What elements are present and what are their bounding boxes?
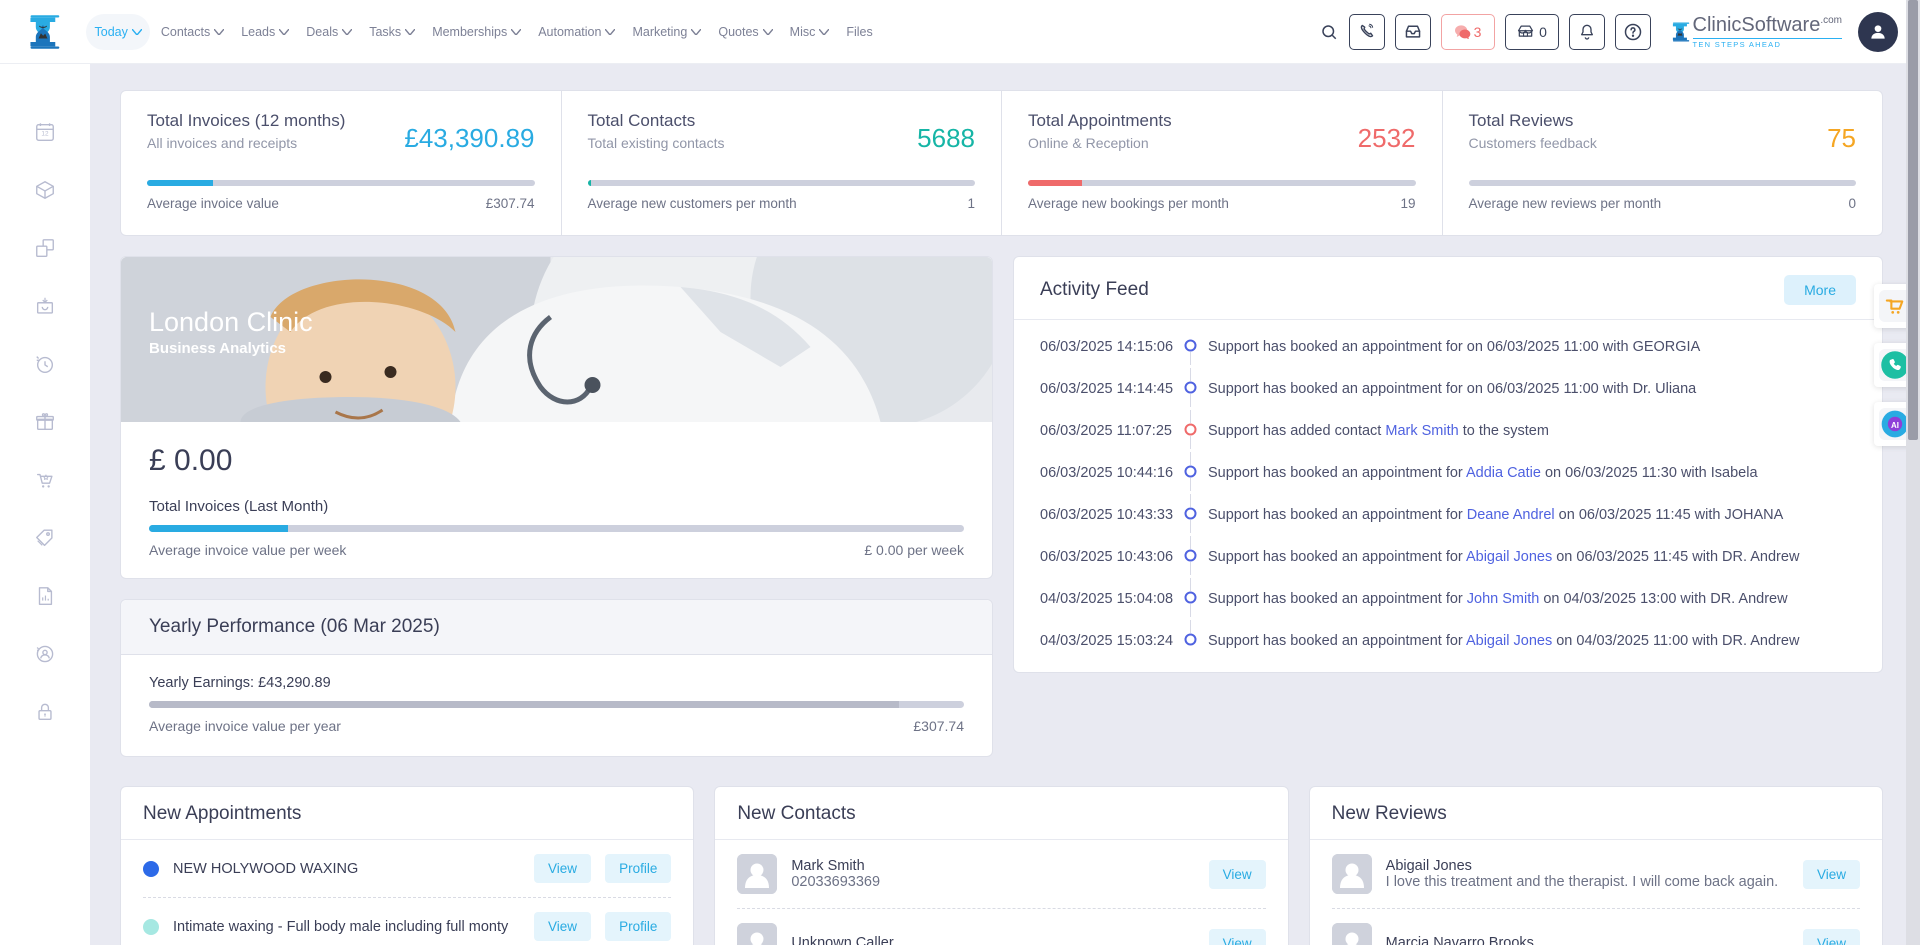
svg-text:12: 12 xyxy=(41,131,49,138)
svg-text:AI: AI xyxy=(1891,421,1899,430)
